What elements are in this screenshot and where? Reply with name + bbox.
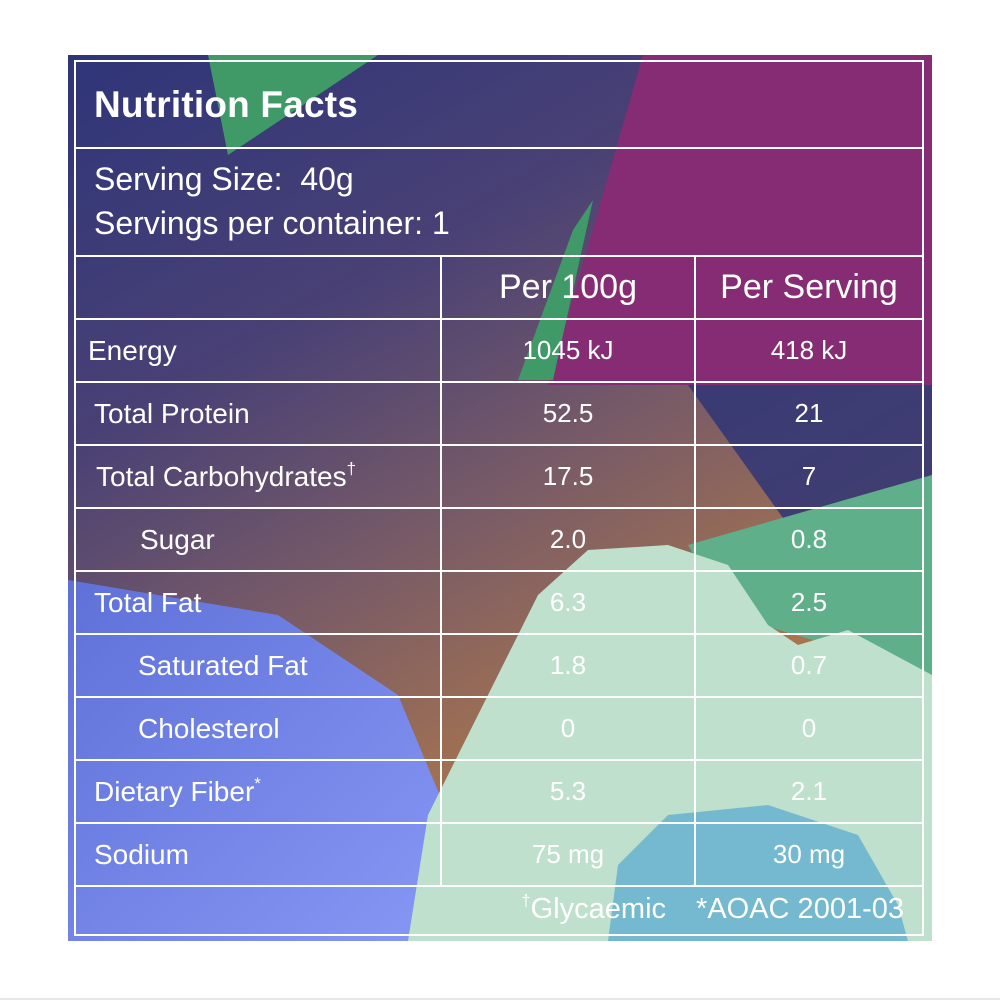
value-per-serving: 418 kJ [770, 335, 848, 365]
servings-per-container: Servings per container: 1 [94, 205, 450, 241]
nutrient-label: Total Protein [94, 397, 250, 429]
page-title: Nutrition Facts [94, 83, 359, 125]
header-blank [76, 257, 442, 318]
value-per-100g: 0 [442, 698, 696, 759]
value-per-serving: 30 mg [772, 839, 846, 869]
nutrient-label: Total Fat [94, 586, 202, 618]
glycaemic-mark: † [346, 458, 357, 478]
value-per-100g: 1045 kJ [442, 320, 696, 381]
table-row: Total Fat 6.3 2.5 [76, 572, 922, 635]
table-row: Dietary Fiber* 5.3 2.1 [76, 761, 922, 824]
value-per-100g: 52.5 [442, 383, 696, 444]
value-per-serving: 0.8 [790, 524, 828, 554]
value-per-serving: 0 [801, 713, 817, 743]
header-per-100g: Per 100g [442, 257, 696, 318]
table-row: Cholesterol 0 0 [76, 698, 922, 761]
value-per-serving: 2.5 [790, 587, 828, 617]
decorative-background [68, 55, 932, 941]
table-row: Total Protein 52.5 21 [76, 383, 922, 446]
nutrient-label: Energy [88, 334, 177, 366]
table-row: Sodium 75 mg 30 mg [76, 824, 922, 887]
page-bottom-divider [0, 998, 1000, 1000]
value-per-serving: 7 [801, 461, 817, 491]
value-per-serving: 0.7 [790, 650, 828, 680]
value-per-serving: 2.1 [790, 776, 828, 806]
nutrient-label: Dietary Fiber* [94, 773, 261, 807]
value-per-100g: 1.8 [442, 635, 696, 696]
value-per-serving: 21 [794, 398, 824, 428]
column-header-row: Per 100g Per Serving [76, 257, 922, 320]
nutrition-panel: Nutrition Facts Serving Size: 40g Servin… [68, 55, 932, 941]
value-per-100g: 5.3 [442, 761, 696, 822]
aoac-footnote: *AOAC 2001-03 [696, 892, 904, 925]
value-per-100g: 17.5 [442, 446, 696, 507]
value-per-100g: 75 mg [442, 824, 696, 885]
serving-size: Serving Size: 40g [94, 161, 354, 197]
table-row: Total Carbohydrates† 17.5 7 [76, 446, 922, 509]
glycaemic-footnote: †Glycaemic [521, 890, 667, 925]
table-row: Energy 1045 kJ 418 kJ [76, 320, 922, 383]
footnotes: †Glycaemic *AOAC 2001-03 [76, 884, 922, 934]
table-row: Saturated Fat 1.8 0.7 [76, 635, 922, 698]
nutrient-label: Saturated Fat [138, 649, 308, 681]
nutrient-label: Cholesterol [138, 712, 280, 744]
value-per-100g: 2.0 [442, 509, 696, 570]
serving-info: Serving Size: 40g Servings per container… [76, 149, 922, 257]
title-row: Nutrition Facts [76, 62, 922, 149]
nutrition-table: Nutrition Facts Serving Size: 40g Servin… [74, 60, 924, 936]
nutrient-label: Sugar [140, 523, 215, 555]
value-per-100g: 6.3 [442, 572, 696, 633]
header-per-serving: Per Serving [720, 268, 898, 306]
nutrient-label: Sodium [94, 838, 189, 870]
nutrient-label: Total Carbohydrates† [96, 458, 357, 492]
aoac-mark: * [254, 773, 261, 793]
table-row: Sugar 2.0 0.8 [76, 509, 922, 572]
